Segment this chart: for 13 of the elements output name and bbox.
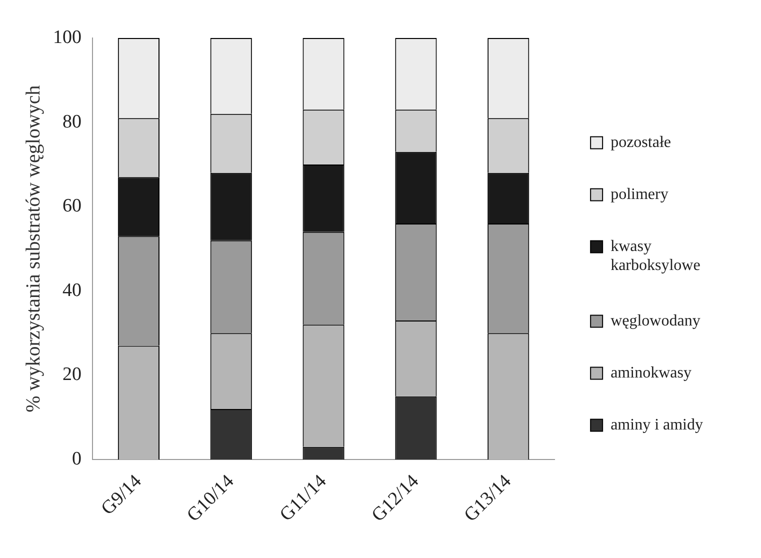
legend-label: kwasy karboksylowe — [610, 238, 700, 274]
legend-label: pozostałe — [610, 134, 671, 152]
y-tick-label: 40 — [62, 280, 82, 301]
y-axis-title: % wykorzystania substratów węglowych — [22, 85, 44, 412]
y-tick-label: 60 — [62, 196, 82, 217]
y-tick-label: 80 — [62, 111, 82, 132]
legend-label: aminokwasy — [610, 364, 692, 382]
y-tick-label: 0 — [72, 448, 82, 470]
y-tick-label: 20 — [62, 364, 82, 386]
y-tick-label: 100 — [53, 26, 82, 48]
legend-label: węglowodany — [610, 312, 700, 330]
legend-label: aminy i amidy — [610, 416, 704, 434]
legend-label: polimery — [610, 186, 668, 204]
